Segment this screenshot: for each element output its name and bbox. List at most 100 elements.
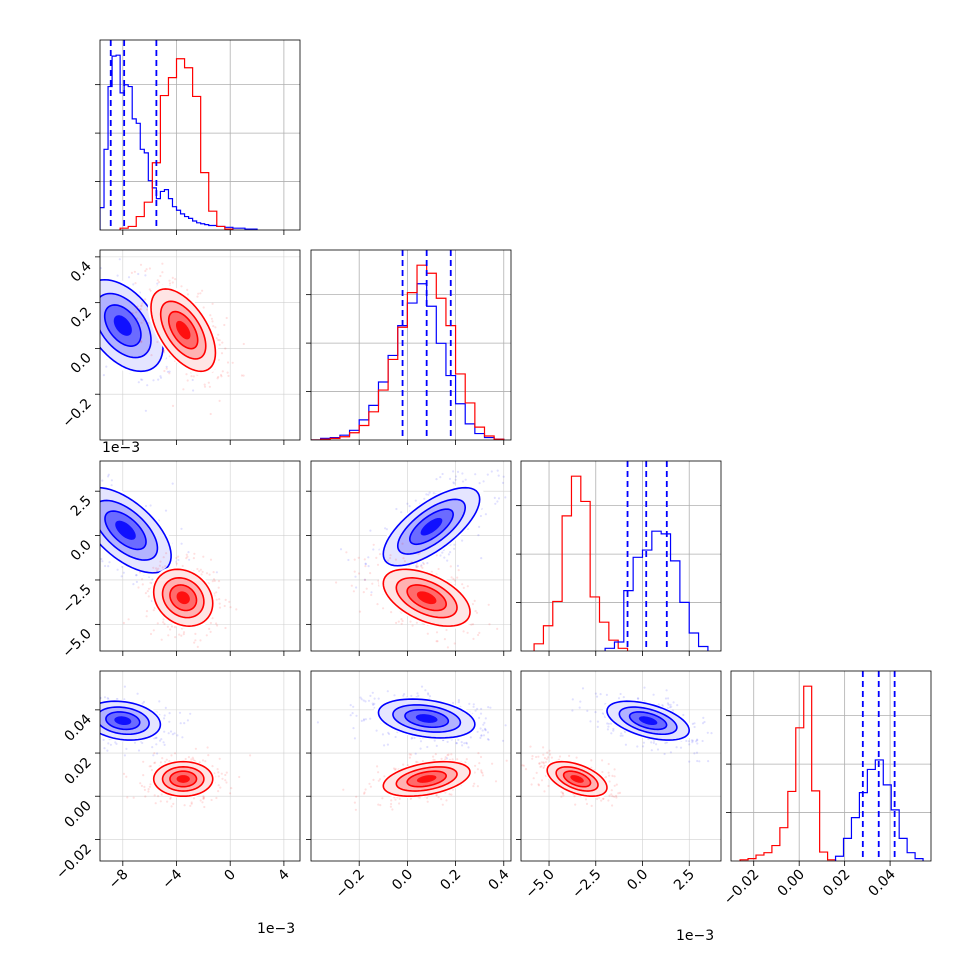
sample-point — [440, 757, 443, 760]
sample-point — [93, 509, 95, 511]
sample-point — [349, 714, 352, 717]
sample-point — [367, 565, 370, 568]
sample-point — [171, 482, 174, 485]
density-core — [175, 320, 191, 340]
sample-point — [221, 777, 224, 780]
sample-point — [358, 610, 362, 613]
sample-point — [130, 271, 133, 274]
sample-point — [478, 482, 481, 485]
sample-point — [353, 737, 356, 740]
sample-point — [206, 746, 209, 749]
sample-point — [144, 795, 147, 798]
sample-point — [114, 741, 117, 744]
sample-point — [166, 625, 169, 628]
sample-point — [179, 722, 182, 725]
sample-point — [147, 790, 150, 793]
sample-point — [191, 756, 194, 759]
sample-point — [169, 628, 172, 631]
sample-point — [415, 621, 418, 624]
sample-point — [383, 744, 386, 747]
sample-point — [695, 751, 699, 754]
sample-point — [209, 630, 212, 634]
sample-point — [455, 741, 458, 745]
contour-line-0 — [382, 568, 471, 627]
sample-point — [67, 473, 69, 475]
sample-point — [215, 622, 218, 625]
sample-point — [73, 484, 75, 486]
sample-point — [203, 805, 206, 809]
sample-point — [353, 558, 356, 561]
sample-point — [144, 504, 148, 508]
sample-point — [501, 739, 505, 742]
sample-point — [75, 331, 77, 333]
sample-point — [67, 266, 69, 268]
sample-point — [682, 713, 685, 717]
sample-point — [612, 729, 615, 732]
sample-point — [453, 482, 456, 485]
sample-point — [93, 712, 95, 714]
sample-point — [367, 556, 370, 559]
sample-point — [192, 557, 195, 560]
sample-point — [474, 764, 477, 767]
sample-point — [88, 302, 90, 304]
sample-point — [415, 565, 418, 568]
histogram-panel-2 — [516, 461, 721, 656]
sample-point — [186, 288, 189, 291]
sample-point — [202, 306, 205, 309]
sample-point — [416, 565, 420, 568]
sample-point — [488, 623, 491, 626]
sample-point — [199, 568, 202, 571]
sample-point — [452, 481, 455, 484]
sample-point — [652, 693, 655, 696]
contour-line-0 — [152, 760, 214, 798]
sample-point — [203, 383, 206, 386]
sample-point — [93, 710, 95, 712]
sample-point — [693, 752, 696, 755]
sample-point — [163, 717, 166, 720]
sample-point — [148, 288, 151, 291]
sample-point — [696, 742, 699, 745]
sample-point — [93, 323, 95, 325]
sample-point — [443, 556, 446, 559]
sample-point — [363, 578, 367, 582]
sample-point — [154, 736, 157, 740]
sample-point — [97, 725, 99, 727]
sample-point — [617, 697, 621, 700]
sample-point — [75, 707, 77, 709]
sample-point — [168, 372, 171, 375]
sample-point — [204, 760, 207, 763]
sample-point — [496, 469, 499, 472]
sample-point — [476, 768, 479, 771]
sample-point — [156, 752, 159, 755]
sample-point — [373, 702, 376, 706]
sample-point — [110, 479, 113, 482]
sample-point — [165, 552, 168, 555]
sample-point — [162, 349, 165, 352]
histogram-series-1 — [604, 530, 709, 651]
sample-point — [216, 624, 219, 627]
sample-point — [93, 526, 95, 528]
sample-point — [145, 615, 148, 618]
sample-point — [437, 567, 440, 571]
sample-point — [450, 793, 453, 796]
sample-point — [364, 718, 367, 721]
sample-point — [152, 609, 155, 612]
sample-point — [209, 558, 213, 561]
sample-point — [140, 304, 143, 307]
sample-point — [90, 296, 92, 298]
sample-point — [95, 508, 97, 510]
sample-point — [461, 480, 465, 483]
sample-point — [220, 772, 223, 775]
sample-point — [86, 518, 88, 520]
sample-point — [357, 572, 361, 575]
sample-point — [93, 737, 95, 739]
sample-point — [185, 373, 188, 376]
sample-point — [60, 267, 62, 269]
sample-point — [149, 581, 152, 584]
sample-point — [146, 349, 149, 352]
sample-point — [144, 274, 147, 277]
sample-point — [376, 603, 379, 606]
sample-point — [159, 376, 163, 379]
sample-point — [217, 790, 220, 793]
sample-point — [242, 342, 245, 346]
